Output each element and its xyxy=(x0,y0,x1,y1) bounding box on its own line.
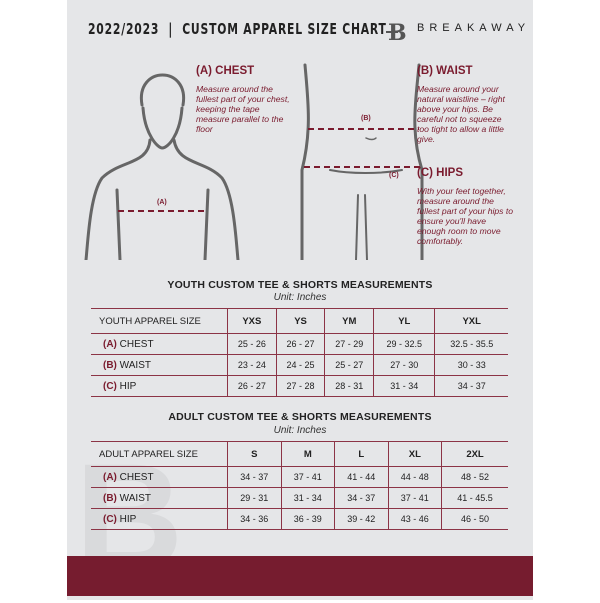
measurement-value: 23 - 24 xyxy=(227,354,277,376)
measurement-value: 48 - 52 xyxy=(441,466,508,488)
chest-marker: (A) xyxy=(157,199,167,206)
measurement-value: 34 - 37 xyxy=(334,487,389,509)
measurement-value: 27 - 29 xyxy=(324,333,374,355)
measurement-name: CHEST xyxy=(119,338,154,350)
measurement-letter: (B) xyxy=(103,359,117,371)
waist-description: Measure around your natural waistline – … xyxy=(417,84,505,144)
measurement-value: 29 - 32.5 xyxy=(373,333,435,355)
measurement-value: 44 - 48 xyxy=(387,466,442,488)
page-title: 2022/2023 | CUSTOM APPAREL SIZE CHART xyxy=(88,20,387,38)
breakaway-logo-icon: B xyxy=(386,20,407,44)
measurement-name: HIP xyxy=(119,380,137,392)
size-column-header: YXL xyxy=(434,308,508,334)
measurement-value: 24 - 25 xyxy=(275,354,325,376)
measurement-name: CHEST xyxy=(119,471,154,483)
measurement-value: 25 - 27 xyxy=(324,354,374,376)
measurement-value: 27 - 28 xyxy=(275,375,325,397)
size-column-header: YM xyxy=(324,308,374,334)
footer-band xyxy=(67,556,533,596)
measurement-value: 30 - 33 xyxy=(434,354,508,376)
hips-description: With your feet together, measure around … xyxy=(417,186,514,246)
measurement-value: 41 - 45.5 xyxy=(441,487,508,509)
measurement-letter: (C) xyxy=(103,513,117,525)
measurement-value: 27 - 30 xyxy=(373,354,435,376)
adult-unit: Unit: Inches xyxy=(273,425,327,436)
measurement-name: WAIST xyxy=(119,492,151,504)
measurement-value: 28 - 31 xyxy=(324,375,374,397)
measurement-label: (C) HIP xyxy=(91,376,228,397)
size-column-header: S xyxy=(227,441,282,467)
measurement-value: 37 - 41 xyxy=(280,466,335,488)
brand-name: BREAKAWAY xyxy=(417,22,531,34)
hips-marker: (C) xyxy=(389,172,399,179)
waist-heading: (B) WAIST xyxy=(417,65,473,77)
size-column-header: 2XL xyxy=(441,441,508,467)
chest-description: Measure around the fullest part of your … xyxy=(196,84,290,134)
measurement-value: 31 - 34 xyxy=(280,487,335,509)
size-column-header: YS xyxy=(275,308,325,334)
measurement-value: 26 - 27 xyxy=(275,333,325,355)
body-measurement-diagram xyxy=(84,63,424,260)
size-header: ADULT APPAREL SIZE xyxy=(99,448,198,460)
measurement-label: (B) WAIST xyxy=(91,488,228,509)
measurement-value: 29 - 31 xyxy=(227,487,282,509)
head-icon xyxy=(139,73,186,107)
measurement-letter: (A) xyxy=(103,338,117,350)
measurement-label: (A) CHEST xyxy=(91,467,228,488)
size-column-header: M xyxy=(280,441,335,467)
size-column-header: L xyxy=(334,441,389,467)
table-header-row: YOUTH APPAREL SIZE YXS YS YM YL YXL xyxy=(91,308,508,334)
measurement-label: (B) WAIST xyxy=(91,355,228,376)
measurement-value: 26 - 27 xyxy=(227,375,277,397)
table-row: (A) CHEST 25 - 26 26 - 27 27 - 29 29 - 32.5 3… xyxy=(91,333,508,355)
measurement-letter: (A) xyxy=(103,471,117,483)
size-column-header: YL xyxy=(373,308,435,334)
table-row: (B) WAIST 23 - 24 24 - 25 25 - 27 27 - 30 30 … xyxy=(91,354,508,376)
table-row: (A) CHEST 34 - 37 37 - 41 41 - 44 44 - 48 48 … xyxy=(91,466,508,488)
measurement-value: 25 - 26 xyxy=(227,333,277,355)
measurement-value: 46 - 50 xyxy=(441,508,508,530)
youth-unit: Unit: Inches xyxy=(273,292,327,303)
measurement-value: 32.5 - 35.5 xyxy=(434,333,508,355)
measurement-value: 43 - 46 xyxy=(387,508,442,530)
waist-marker: (B) xyxy=(361,115,371,122)
measurement-name: WAIST xyxy=(119,359,151,371)
adult-size-table: ADULT APPAREL SIZE S M L XL 2XL (A) CHEST 34 - … xyxy=(91,441,508,530)
size-column-header: XL xyxy=(387,441,442,467)
measurement-value: 36 - 39 xyxy=(280,508,335,530)
measurement-value: 41 - 44 xyxy=(334,466,389,488)
adult-section-title: ADULT CUSTOM TEE & SHORTS MEASUREMENTS xyxy=(168,411,432,423)
measurement-value: 34 - 36 xyxy=(227,508,282,530)
size-header: YOUTH APPAREL SIZE xyxy=(99,315,201,327)
chest-heading: (A) CHEST xyxy=(196,65,255,77)
table-row: (B) WAIST 29 - 31 31 - 34 34 - 37 37 - 41 41 … xyxy=(91,487,508,509)
size-column-header: YXS xyxy=(227,308,277,334)
table-header-row: ADULT APPAREL SIZE S M L XL 2XL xyxy=(91,441,508,467)
table-row: (C) HIP 26 - 27 27 - 28 28 - 31 31 - 34 34 - … xyxy=(91,375,508,397)
measurement-value: 37 - 41 xyxy=(387,487,442,509)
measurement-label: (A) CHEST xyxy=(91,334,228,355)
youth-section-title: YOUTH CUSTOM TEE & SHORTS MEASUREMENTS xyxy=(167,279,433,291)
measurement-value: 39 - 42 xyxy=(334,508,389,530)
youth-size-table: YOUTH APPAREL SIZE YXS YS YM YL YXL (A) CHEST 2… xyxy=(91,308,508,397)
measurement-label: (C) HIP xyxy=(91,509,228,530)
measurement-value: 34 - 37 xyxy=(434,375,508,397)
measurement-letter: (C) xyxy=(103,380,117,392)
measurement-letter: (B) xyxy=(103,492,117,504)
measurement-value: 34 - 37 xyxy=(227,466,282,488)
hips-heading: (C) HIPS xyxy=(417,167,463,179)
table-row: (C) HIP 34 - 36 36 - 39 39 - 42 43 - 46 46 - … xyxy=(91,508,508,530)
measurement-name: HIP xyxy=(119,513,137,525)
measurement-value: 31 - 34 xyxy=(373,375,435,397)
